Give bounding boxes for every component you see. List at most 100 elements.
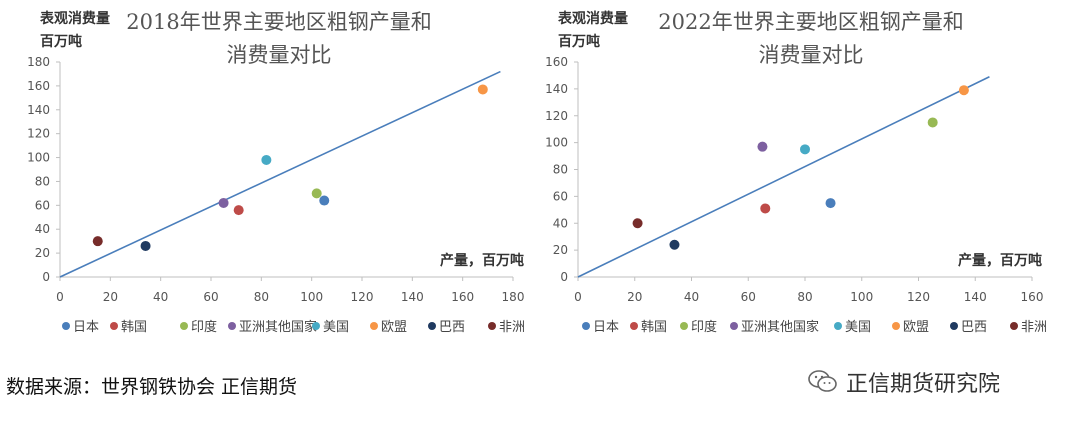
x-tick-label: 20: [103, 290, 118, 304]
x-tick-label: 120: [907, 290, 930, 304]
x-tick-label: 40: [153, 290, 168, 304]
x-axis-label: 产量，百万吨: [958, 252, 1042, 269]
y-tick-label: 140: [545, 82, 568, 96]
point-印度: [311, 188, 322, 199]
legend-label: 亚洲其他国家: [239, 319, 317, 335]
legend-marker: [312, 322, 320, 330]
y-tick-label: 120: [27, 127, 50, 141]
point-美国: [800, 144, 810, 155]
y-tick-label: 0: [560, 270, 568, 284]
brand-name: 正信期货研究院: [846, 372, 1001, 397]
y-tick-label: 120: [545, 109, 568, 123]
legend-marker: [488, 322, 496, 330]
y-tick-label: 40: [553, 216, 568, 230]
legend-label: 美国: [323, 320, 349, 335]
y-tick-label: 0: [42, 270, 50, 284]
legend-label: 非洲: [499, 320, 525, 335]
y-tick-label: 160: [545, 55, 568, 69]
point-非洲: [632, 218, 643, 229]
legend-marker: [950, 322, 958, 330]
legend-label: 亚洲其他国家: [741, 319, 819, 335]
point-美国: [261, 154, 272, 165]
y-tick-label: 80: [35, 174, 50, 188]
legend-marker: [892, 322, 900, 330]
x-tick-label: 60: [203, 290, 218, 304]
legend-label: 韩国: [641, 320, 667, 335]
legend-marker: [428, 322, 436, 330]
y-tick-label: 60: [35, 198, 50, 212]
y-tick-label: 20: [553, 243, 568, 257]
y-axis-label-line-2: 百万吨: [40, 33, 82, 50]
legend-marker: [630, 322, 638, 330]
point-巴西: [140, 240, 151, 251]
legend-label: 印度: [691, 319, 717, 335]
legend-marker: [110, 322, 118, 330]
x-tick-label: 140: [401, 290, 424, 304]
point-巴西: [669, 239, 680, 250]
y-tick-label: 80: [553, 163, 568, 177]
x-tick-label: 180: [502, 290, 525, 304]
legend-marker: [680, 322, 688, 330]
y-tick-label: 100: [27, 151, 50, 165]
x-tick-label: 40: [684, 290, 699, 304]
point-欧盟: [958, 85, 969, 96]
y-axis-label-line-2: 百万吨: [558, 33, 600, 50]
chart-title-line-2: 消费量对比: [759, 43, 864, 67]
x-tick-label: 60: [741, 290, 756, 304]
legend-label: 印度: [191, 319, 217, 335]
legend-label: 韩国: [121, 320, 147, 335]
point-韩国: [233, 205, 244, 216]
legend-marker: [730, 322, 738, 330]
x-axis-label: 产量，百万吨: [440, 252, 524, 269]
legend-marker: [180, 322, 188, 330]
chart-title-line-1: 2018年世界主要地区粗钢产量和: [126, 10, 431, 34]
x-tick-label: 160: [1021, 290, 1044, 304]
chart-title-line-2: 消费量对比: [227, 43, 332, 67]
y-tick-label: 60: [553, 189, 568, 203]
wechat-icon: [808, 370, 837, 392]
x-tick-label: 100: [300, 290, 323, 304]
y-axis-label-line-1: 表观消费量: [557, 10, 628, 27]
legend-label: 美国: [845, 320, 871, 335]
x-tick-label: 160: [451, 290, 474, 304]
y-tick-label: 180: [27, 55, 50, 69]
y-tick-label: 40: [35, 222, 50, 236]
point-亚洲其他国家: [757, 141, 768, 152]
reference-line: [59, 70, 501, 278]
legend-label: 日本: [73, 320, 99, 335]
point-非洲: [92, 236, 103, 247]
legend-label: 巴西: [439, 320, 465, 335]
x-tick-label: 0: [56, 290, 64, 304]
point-亚洲其他国家: [218, 197, 229, 208]
y-tick-label: 100: [545, 136, 568, 150]
legend-label: 日本: [593, 320, 619, 335]
y-tick-label: 160: [27, 79, 50, 93]
y-axis-label-line-1: 表观消费量: [39, 10, 110, 27]
point-印度: [927, 117, 938, 128]
point-日本: [825, 198, 836, 209]
legend-label: 巴西: [961, 320, 987, 335]
legend-marker: [370, 322, 378, 330]
legend-label: 欧盟: [903, 320, 929, 335]
legend-marker: [1010, 322, 1018, 330]
point-日本: [319, 195, 330, 206]
x-tick-label: 80: [254, 290, 269, 304]
y-tick-label: 20: [35, 246, 50, 260]
legend-label: 非洲: [1021, 320, 1047, 335]
x-tick-label: 20: [627, 290, 642, 304]
x-tick-label: 120: [351, 290, 374, 304]
x-tick-label: 140: [964, 290, 987, 304]
source-note: 数据来源：世界钢铁协会 正信期货: [6, 376, 298, 398]
x-tick-label: 80: [797, 290, 812, 304]
reference-line: [577, 76, 990, 278]
x-tick-label: 100: [850, 290, 873, 304]
point-欧盟: [477, 84, 488, 95]
legend-marker: [582, 322, 590, 330]
x-tick-label: 0: [574, 290, 582, 304]
brand-watermark: 正信期货研究院: [808, 366, 1000, 398]
legend-marker: [228, 322, 236, 330]
legend-marker: [62, 322, 70, 330]
